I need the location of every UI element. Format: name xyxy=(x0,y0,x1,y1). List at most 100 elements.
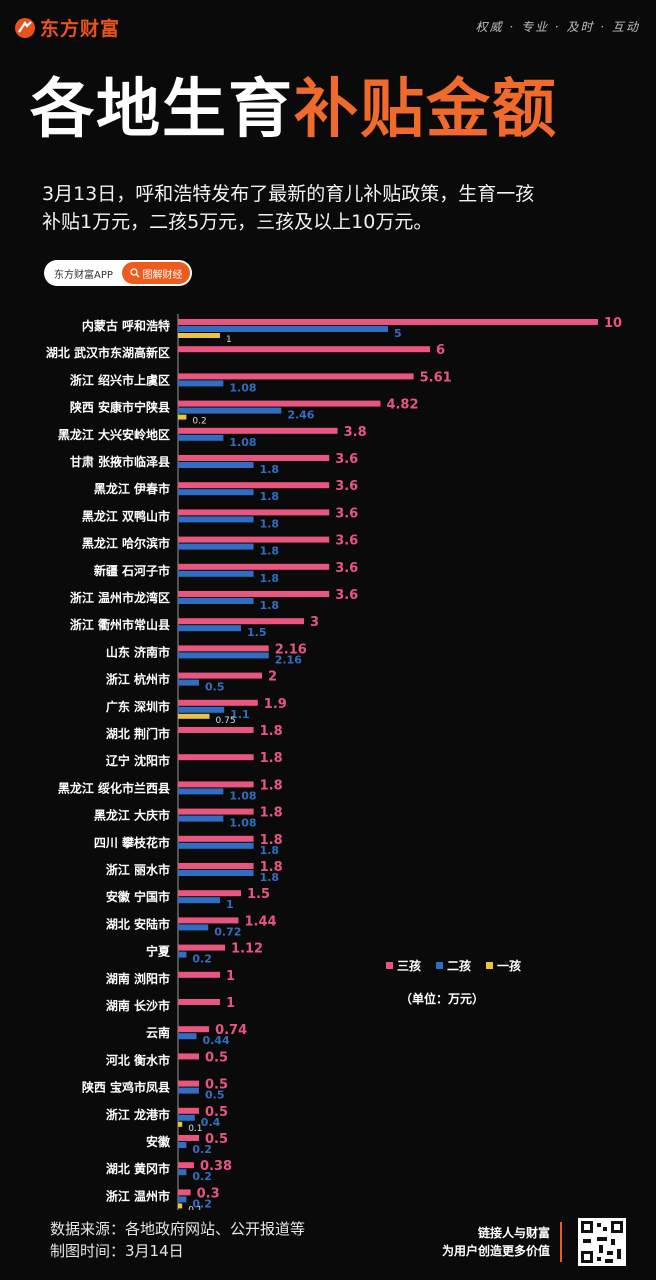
value-label-third-child: 3.8 xyxy=(344,425,367,440)
footer-source: 数据来源：各地政府网站、公开报道等 制图时间：3月14日 xyxy=(50,1218,305,1262)
value-label-second-child: 5 xyxy=(394,327,402,340)
badge-column-label: 图解财经 xyxy=(142,269,183,281)
data-source: 数据来源：各地政府网站、公开报道等 xyxy=(50,1220,306,1238)
row-label: 安徽 宁国市 xyxy=(106,889,170,904)
bar-third-child xyxy=(178,944,226,951)
value-label-second-child: 0.2 xyxy=(192,1170,212,1183)
bar-third-child xyxy=(178,373,414,380)
title-part1: 各地生育 xyxy=(30,73,294,147)
value-label-third-child: 3.6 xyxy=(335,506,358,521)
value-label-third-child: 3.6 xyxy=(335,588,358,603)
bar-second-child xyxy=(178,897,220,904)
bar-third-child xyxy=(178,536,330,543)
row-label: 甘肃 张掖市临泽县 xyxy=(70,454,170,469)
bar-second-child xyxy=(178,1033,197,1040)
value-label-first-child: 0.1 xyxy=(188,1124,202,1134)
value-label-third-child: 6 xyxy=(436,343,445,358)
bar-second-child xyxy=(178,489,254,496)
value-label-second-child: 0.2 xyxy=(192,1197,212,1210)
bar-third-child xyxy=(178,917,239,924)
bar-second-child xyxy=(178,652,269,659)
value-label-second-child: 0.44 xyxy=(202,1034,229,1047)
row-label: 宁夏 xyxy=(146,944,171,959)
bar-third-child xyxy=(178,1189,191,1196)
value-label-second-child: 1.08 xyxy=(229,381,256,394)
bar-second-child xyxy=(178,462,254,468)
value-label-second-child: 1.5 xyxy=(247,626,267,639)
row-label: 河北 衡水市 xyxy=(105,1052,170,1067)
row-label: 黑龙江 伊春市 xyxy=(94,481,170,496)
bar-third-child xyxy=(178,754,254,761)
bar-second-child xyxy=(178,434,224,441)
bar-third-child xyxy=(178,645,269,652)
tagline-line1: 链接人与财富 xyxy=(477,1226,550,1240)
value-label-first-child: 0.2 xyxy=(192,417,206,427)
bar-third-child xyxy=(178,455,330,461)
bar-third-child xyxy=(178,563,330,570)
bar-third-child xyxy=(178,591,330,597)
logo-mark-icon xyxy=(15,17,35,38)
bar-second-child xyxy=(178,815,224,822)
value-label-third-child: 1.12 xyxy=(231,942,263,957)
bar-second-child xyxy=(178,570,254,577)
row-label: 湖南 浏阳市 xyxy=(106,971,170,986)
value-label-second-child: 0.4 xyxy=(201,1116,221,1129)
value-label-second-child: 1.8 xyxy=(260,599,280,612)
bar-third-child xyxy=(178,1135,199,1141)
value-label-third-child: 10 xyxy=(604,316,622,331)
footer-tagline: 链接人与财富 为用户创造更多价值 xyxy=(404,1224,550,1260)
value-label-third-child: 3.6 xyxy=(335,534,358,549)
row-label: 黑龙江 绥化市兰西县 xyxy=(58,780,170,795)
legend-swatch xyxy=(386,962,393,969)
bar-third-child xyxy=(178,400,381,407)
value-label-third-child: 5.61 xyxy=(420,370,452,385)
bar-third-child xyxy=(178,1053,199,1060)
value-label-third-child: 4.82 xyxy=(386,398,418,413)
value-label-third-child: 1.8 xyxy=(260,833,283,848)
row-label: 陕西 安康市宁陕县 xyxy=(70,400,170,415)
row-label: 新疆 石河子市 xyxy=(94,563,170,578)
value-label-second-child: 1.8 xyxy=(260,545,280,558)
bar-second-child xyxy=(178,407,282,414)
bar-third-child xyxy=(178,727,254,733)
bar-third-child xyxy=(178,427,338,434)
bar-third-child xyxy=(178,890,241,897)
value-label-second-child: 1.8 xyxy=(260,517,280,530)
value-label-third-child: 3 xyxy=(310,615,319,630)
bar-second-child xyxy=(178,951,187,958)
bar-third-child xyxy=(178,319,598,325)
bar-second-child xyxy=(178,788,224,795)
row-label: 陕西 宝鸡市凤县 xyxy=(82,1080,170,1095)
value-label-second-child: 1.8 xyxy=(260,572,280,585)
row-label: 浙江 杭州市 xyxy=(106,672,170,687)
row-label: 湖北 黄冈市 xyxy=(106,1161,170,1176)
row-label: 湖北 荆门市 xyxy=(106,726,170,741)
row-label: 湖北 武汉市东湖高新区 xyxy=(46,345,170,360)
bar-second-child xyxy=(178,870,254,876)
bar-second-child xyxy=(178,625,241,632)
value-label-third-child: 1 xyxy=(226,996,235,1011)
search-icon xyxy=(129,268,139,278)
legend-swatch xyxy=(486,962,493,969)
value-label-second-child: 0.5 xyxy=(205,1089,225,1102)
row-label: 浙江 丽水市 xyxy=(106,862,170,877)
bar-third-child xyxy=(178,781,254,788)
value-label-second-child: 0.5 xyxy=(205,681,225,694)
chart-date: 制图时间：3月14日 xyxy=(50,1242,184,1260)
row-label: 内蒙古 呼和浩特 xyxy=(82,318,170,333)
footer-divider xyxy=(560,1222,562,1262)
bar-third-child xyxy=(178,863,254,869)
app-badge[interactable]: 东方财富APP 图解财经 xyxy=(44,260,192,286)
bar-second-child xyxy=(178,1114,195,1121)
bar-third-child xyxy=(178,699,258,706)
bar-second-child xyxy=(178,679,199,686)
bar-third-child xyxy=(178,835,254,842)
value-label-third-child: 3.6 xyxy=(335,479,358,494)
value-label-first-child: 0.1 xyxy=(188,1205,202,1210)
row-label: 广东 深圳市 xyxy=(106,699,170,714)
bar-second-child xyxy=(178,1087,199,1094)
row-label: 安徽 xyxy=(146,1134,171,1149)
bar-third-child xyxy=(178,672,262,679)
value-label-third-child: 1.8 xyxy=(260,806,283,821)
bar-second-child xyxy=(178,543,254,550)
